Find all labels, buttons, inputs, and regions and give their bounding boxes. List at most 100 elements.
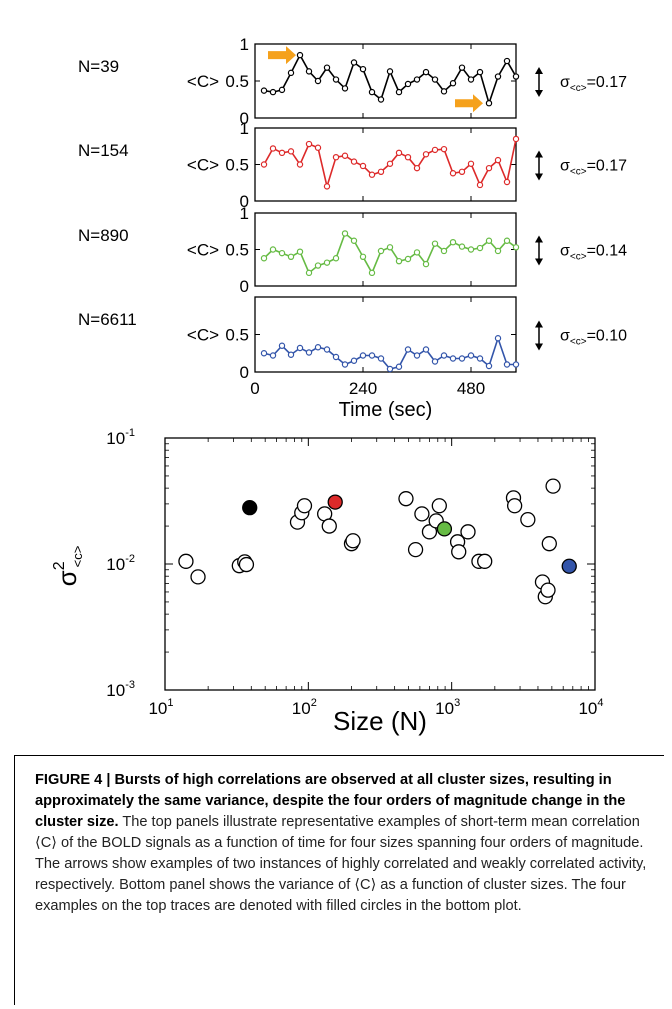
data-point xyxy=(449,355,457,362)
y-tick-label: 1 xyxy=(240,204,249,223)
x-tick-base: 10 xyxy=(292,699,311,718)
scatter-point xyxy=(321,518,337,534)
scatter-point-highlighted xyxy=(327,494,343,510)
data-point xyxy=(467,246,475,253)
y-axis-label: σ2 <c> xyxy=(51,546,85,587)
data-point xyxy=(467,160,475,167)
data-point xyxy=(341,230,349,237)
scatter-point xyxy=(540,582,556,598)
data-point xyxy=(467,352,475,359)
data-point xyxy=(503,178,511,186)
data-point xyxy=(359,65,367,73)
caption-text: The top panels illustrate representative… xyxy=(35,814,647,914)
data-point xyxy=(512,361,520,368)
data-point xyxy=(314,77,322,85)
data-point xyxy=(314,262,322,269)
data-point xyxy=(305,68,313,75)
sigma-label: σ<c>=0.17 xyxy=(560,74,627,94)
panel-3: 0 0.5 1 N=890 <C> σ<c>=0.14 xyxy=(78,204,627,296)
y-axis-label-text: σ2 <c> xyxy=(51,546,85,587)
data-point xyxy=(341,152,349,159)
y-tick-exp: -2 xyxy=(125,553,135,565)
sigma-label: σ<c>=0.10 xyxy=(560,328,627,348)
data-point xyxy=(386,160,394,167)
y-tick-label: 0.5 xyxy=(225,72,249,91)
data-point xyxy=(440,88,448,95)
data-point xyxy=(440,247,448,255)
data-point xyxy=(260,350,268,357)
data-point xyxy=(458,355,466,362)
data-point xyxy=(341,85,349,92)
data-point xyxy=(323,259,331,266)
data-point xyxy=(431,358,439,365)
scatter-point xyxy=(414,506,430,522)
x-tick-base: 10 xyxy=(578,699,597,718)
data-point xyxy=(422,151,430,158)
sigma-subscript: <c> xyxy=(570,337,587,348)
x-tick-label: 0 xyxy=(250,379,259,398)
x-tick-exp: 4 xyxy=(597,697,603,709)
data-point xyxy=(377,247,385,255)
scatter-point xyxy=(296,498,313,514)
data-point xyxy=(260,255,268,262)
x-tick-label: 240 xyxy=(349,379,377,398)
data-point xyxy=(359,253,367,260)
data-point xyxy=(413,76,421,83)
scatter-point xyxy=(460,524,476,540)
y-axis-label: <C> xyxy=(187,72,219,91)
sigma-arrow-head-up xyxy=(535,67,543,74)
data-point xyxy=(503,237,511,244)
y-tick-label: 10-3 xyxy=(106,679,135,700)
figure-caption: FIGURE 4 | Bursts of high correlations a… xyxy=(35,770,660,917)
data-point xyxy=(467,76,475,83)
sigma-symbol: σ xyxy=(560,243,570,260)
y-tick-label: 0 xyxy=(240,363,249,382)
x-tick-label: 101 xyxy=(148,697,173,718)
data-point xyxy=(395,88,403,96)
data-point xyxy=(332,255,340,262)
data-point xyxy=(485,362,493,370)
data-point xyxy=(386,365,394,373)
data-point xyxy=(494,335,502,342)
panel-1: 0 0.5 1 N=39 <C> σ<c>=0.17 xyxy=(78,35,627,128)
data-point xyxy=(476,68,484,76)
data-point xyxy=(359,352,367,359)
data-point xyxy=(278,249,286,257)
data-point xyxy=(422,346,430,353)
data-point xyxy=(314,144,322,151)
scatter-point xyxy=(238,556,255,573)
x-tick-exp: 3 xyxy=(454,697,460,709)
sigma-arrow-head-down xyxy=(535,258,543,266)
panel-4: 0 0.5 N=6611 <C> σ<c>=0.10 0 240 480 Time (sec) xyxy=(78,296,627,421)
data-point xyxy=(413,249,421,256)
data-point xyxy=(404,346,412,353)
data-point xyxy=(305,140,313,148)
y-axis-label: <C> xyxy=(187,326,219,345)
y-tick-exp: -1 xyxy=(125,427,135,439)
data-point xyxy=(386,68,394,75)
data-point xyxy=(323,183,331,190)
data-point xyxy=(395,149,403,157)
sigma-arrow-head-down xyxy=(535,90,543,97)
data-point xyxy=(296,248,304,255)
scatter-point xyxy=(541,536,557,552)
data-point xyxy=(395,363,403,370)
scatter-point xyxy=(431,498,447,514)
y-tick-exp: -3 xyxy=(125,679,135,691)
y-tick-label: 10-2 xyxy=(106,553,135,574)
y-tick-label: 1 xyxy=(240,119,249,138)
panel-frame xyxy=(254,127,517,202)
data-point xyxy=(449,238,457,246)
data-point xyxy=(368,171,376,178)
data-point xyxy=(278,86,286,94)
data-point xyxy=(359,162,367,170)
data-point xyxy=(377,96,385,103)
y-tick-base: 10 xyxy=(106,681,125,700)
caption-box: FIGURE 4 | Bursts of high correlations a… xyxy=(14,755,664,1005)
x-tick-label: 103 xyxy=(435,697,460,718)
data-point xyxy=(404,153,412,161)
size-label: N=39 xyxy=(78,57,119,76)
x-axis-label: Time (sec) xyxy=(339,399,433,421)
caption-bold: FIGURE 4 | Bursts of high correlations a… xyxy=(35,772,626,830)
scatter-point xyxy=(506,498,523,514)
